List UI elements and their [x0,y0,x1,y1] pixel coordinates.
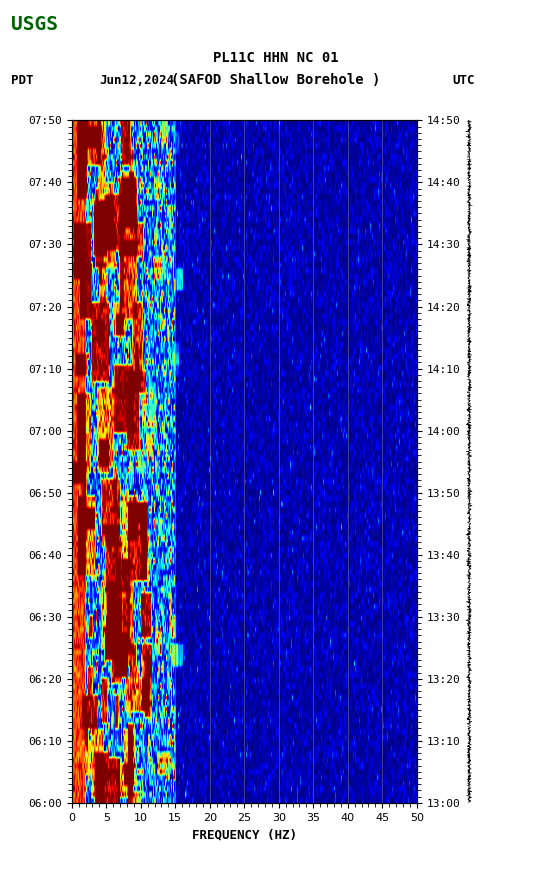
Text: UTC: UTC [453,74,475,87]
Text: (SAFOD Shallow Borehole ): (SAFOD Shallow Borehole ) [171,73,381,87]
Text: PL11C HHN NC 01: PL11C HHN NC 01 [213,51,339,65]
Text: USGS: USGS [11,15,58,35]
Text: PDT: PDT [11,74,34,87]
X-axis label: FREQUENCY (HZ): FREQUENCY (HZ) [192,828,297,841]
Text: Jun12,2024: Jun12,2024 [99,74,174,87]
